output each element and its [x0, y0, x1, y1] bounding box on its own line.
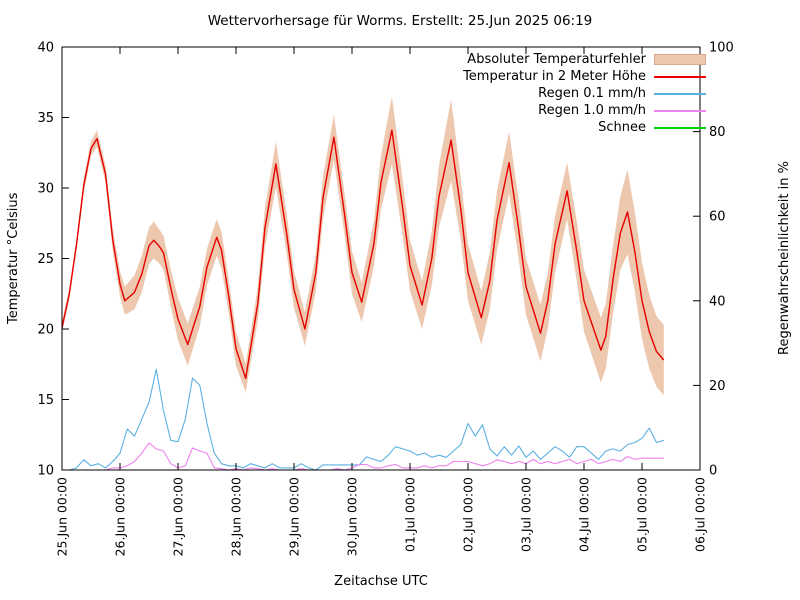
x-tick-label: 30.Jun 00:00	[345, 477, 360, 556]
legend-item-rain-01: Regen 0.1 mm/h	[463, 85, 706, 102]
temperature-error-band	[62, 96, 664, 396]
x-tick-label: 25.Jun 00:00	[55, 477, 70, 556]
legend-item-temperature-2m: Temperatur in 2 Meter Höhe	[463, 68, 706, 85]
legend-key-green-line	[654, 126, 706, 129]
x-axis-label: Zeitachse UTC	[334, 574, 428, 589]
x-tick-label: 29.Jun 00:00	[287, 477, 302, 556]
y-left-tick-label: 10	[37, 464, 54, 479]
temperature-line	[61, 129, 665, 380]
y-right-tick-label: 0	[709, 464, 717, 479]
legend-item-snow: Schnee	[463, 119, 706, 136]
y-left-tick-label: 30	[37, 182, 54, 197]
legend-key-red-line	[654, 75, 706, 78]
x-tick-label: 05.Jul 00:00	[635, 477, 650, 552]
y-left-tick-label: 35	[37, 111, 54, 126]
x-tick-label: 28.Jun 00:00	[229, 477, 244, 556]
y-right-tick-label: 60	[709, 210, 726, 225]
rain-line-regen-0-1-mm-h	[62, 368, 664, 471]
legend-item-temperature-error: Absoluter Temperaturfehler	[463, 51, 706, 68]
legend-key-magenta-line	[654, 109, 706, 112]
y-left-tick-label: 20	[37, 323, 54, 338]
legend-key-blue-line	[654, 92, 706, 95]
x-tick-label: 02.Jul 00:00	[461, 477, 476, 552]
x-tick-label: 03.Jul 00:00	[519, 477, 534, 552]
legend-label: Regen 0.1 mm/h	[538, 86, 646, 101]
y-right-tick-label: 80	[709, 125, 726, 140]
legend-label: Absoluter Temperaturfehler	[467, 52, 646, 67]
x-tick-label: 01.Jul 00:00	[403, 477, 418, 552]
legend-label: Temperatur in 2 Meter Höhe	[463, 69, 646, 84]
x-tick-label: 27.Jun 00:00	[171, 477, 186, 556]
x-tick-label: 04.Jul 00:00	[577, 477, 592, 552]
x-tick-label: 06.Jul 00:00	[693, 477, 708, 552]
legend: Absoluter Temperaturfehler Temperatur in…	[463, 51, 706, 136]
legend-item-rain-10: Regen 1.0 mm/h	[463, 102, 706, 119]
x-tick-label: 26.Jun 00:00	[113, 477, 128, 556]
y-left-axis-label: Temperatur °Celsius	[6, 192, 21, 325]
chart-title: Wettervorhersage für Worms. Erstellt: 25…	[207, 13, 593, 29]
legend-label: Schnee	[598, 120, 646, 135]
y-right-axis-label: Regenwahrscheinlichkeit in %	[777, 161, 792, 356]
y-right-tick-label: 100	[709, 41, 734, 56]
y-right-tick-label: 20	[709, 379, 726, 394]
legend-key-band-swatch	[654, 54, 706, 65]
y-left-tick-label: 40	[37, 41, 54, 56]
y-left-tick-label: 15	[37, 393, 54, 408]
y-left-tick-label: 25	[37, 252, 54, 267]
y-right-tick-label: 40	[709, 294, 726, 309]
legend-label: Regen 1.0 mm/h	[538, 103, 646, 118]
rain-line-regen-1-0-mm-h	[62, 442, 664, 471]
